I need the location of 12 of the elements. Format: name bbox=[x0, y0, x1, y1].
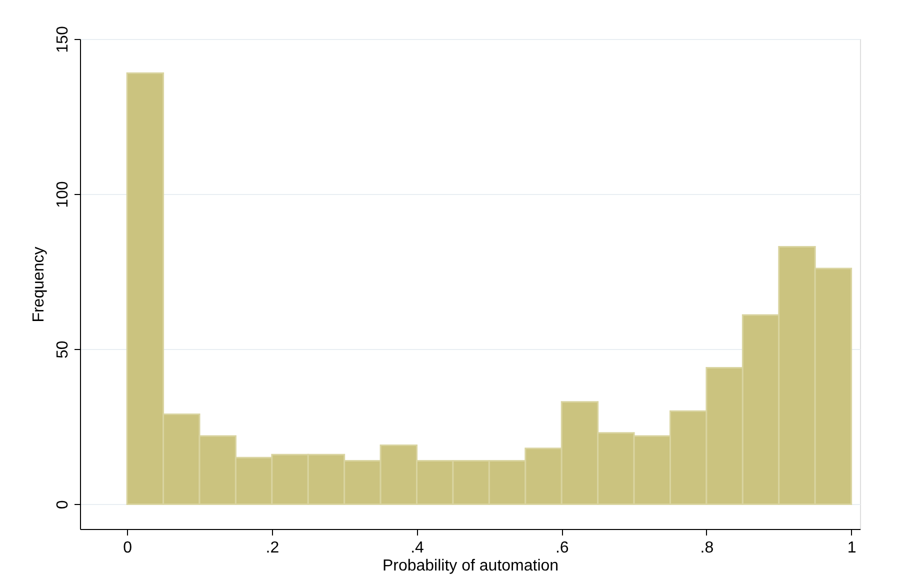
x-tick-label: 1 bbox=[847, 540, 856, 556]
y-tick-label: 100 bbox=[54, 181, 72, 208]
x-tick-label: .4 bbox=[410, 540, 424, 556]
y-axis-title: Frequency bbox=[30, 246, 48, 322]
x-tick-label: .2 bbox=[266, 540, 280, 556]
y-tick-label: 0 bbox=[54, 500, 72, 510]
x-tick-label: .8 bbox=[700, 540, 714, 556]
y-tick-label: 50 bbox=[54, 340, 72, 359]
x-axis-title: Probability of automation bbox=[382, 558, 559, 574]
y-tick-label: 150 bbox=[54, 26, 72, 53]
x-tick-label: 0 bbox=[123, 540, 132, 556]
x-tick-label: .6 bbox=[555, 540, 569, 556]
